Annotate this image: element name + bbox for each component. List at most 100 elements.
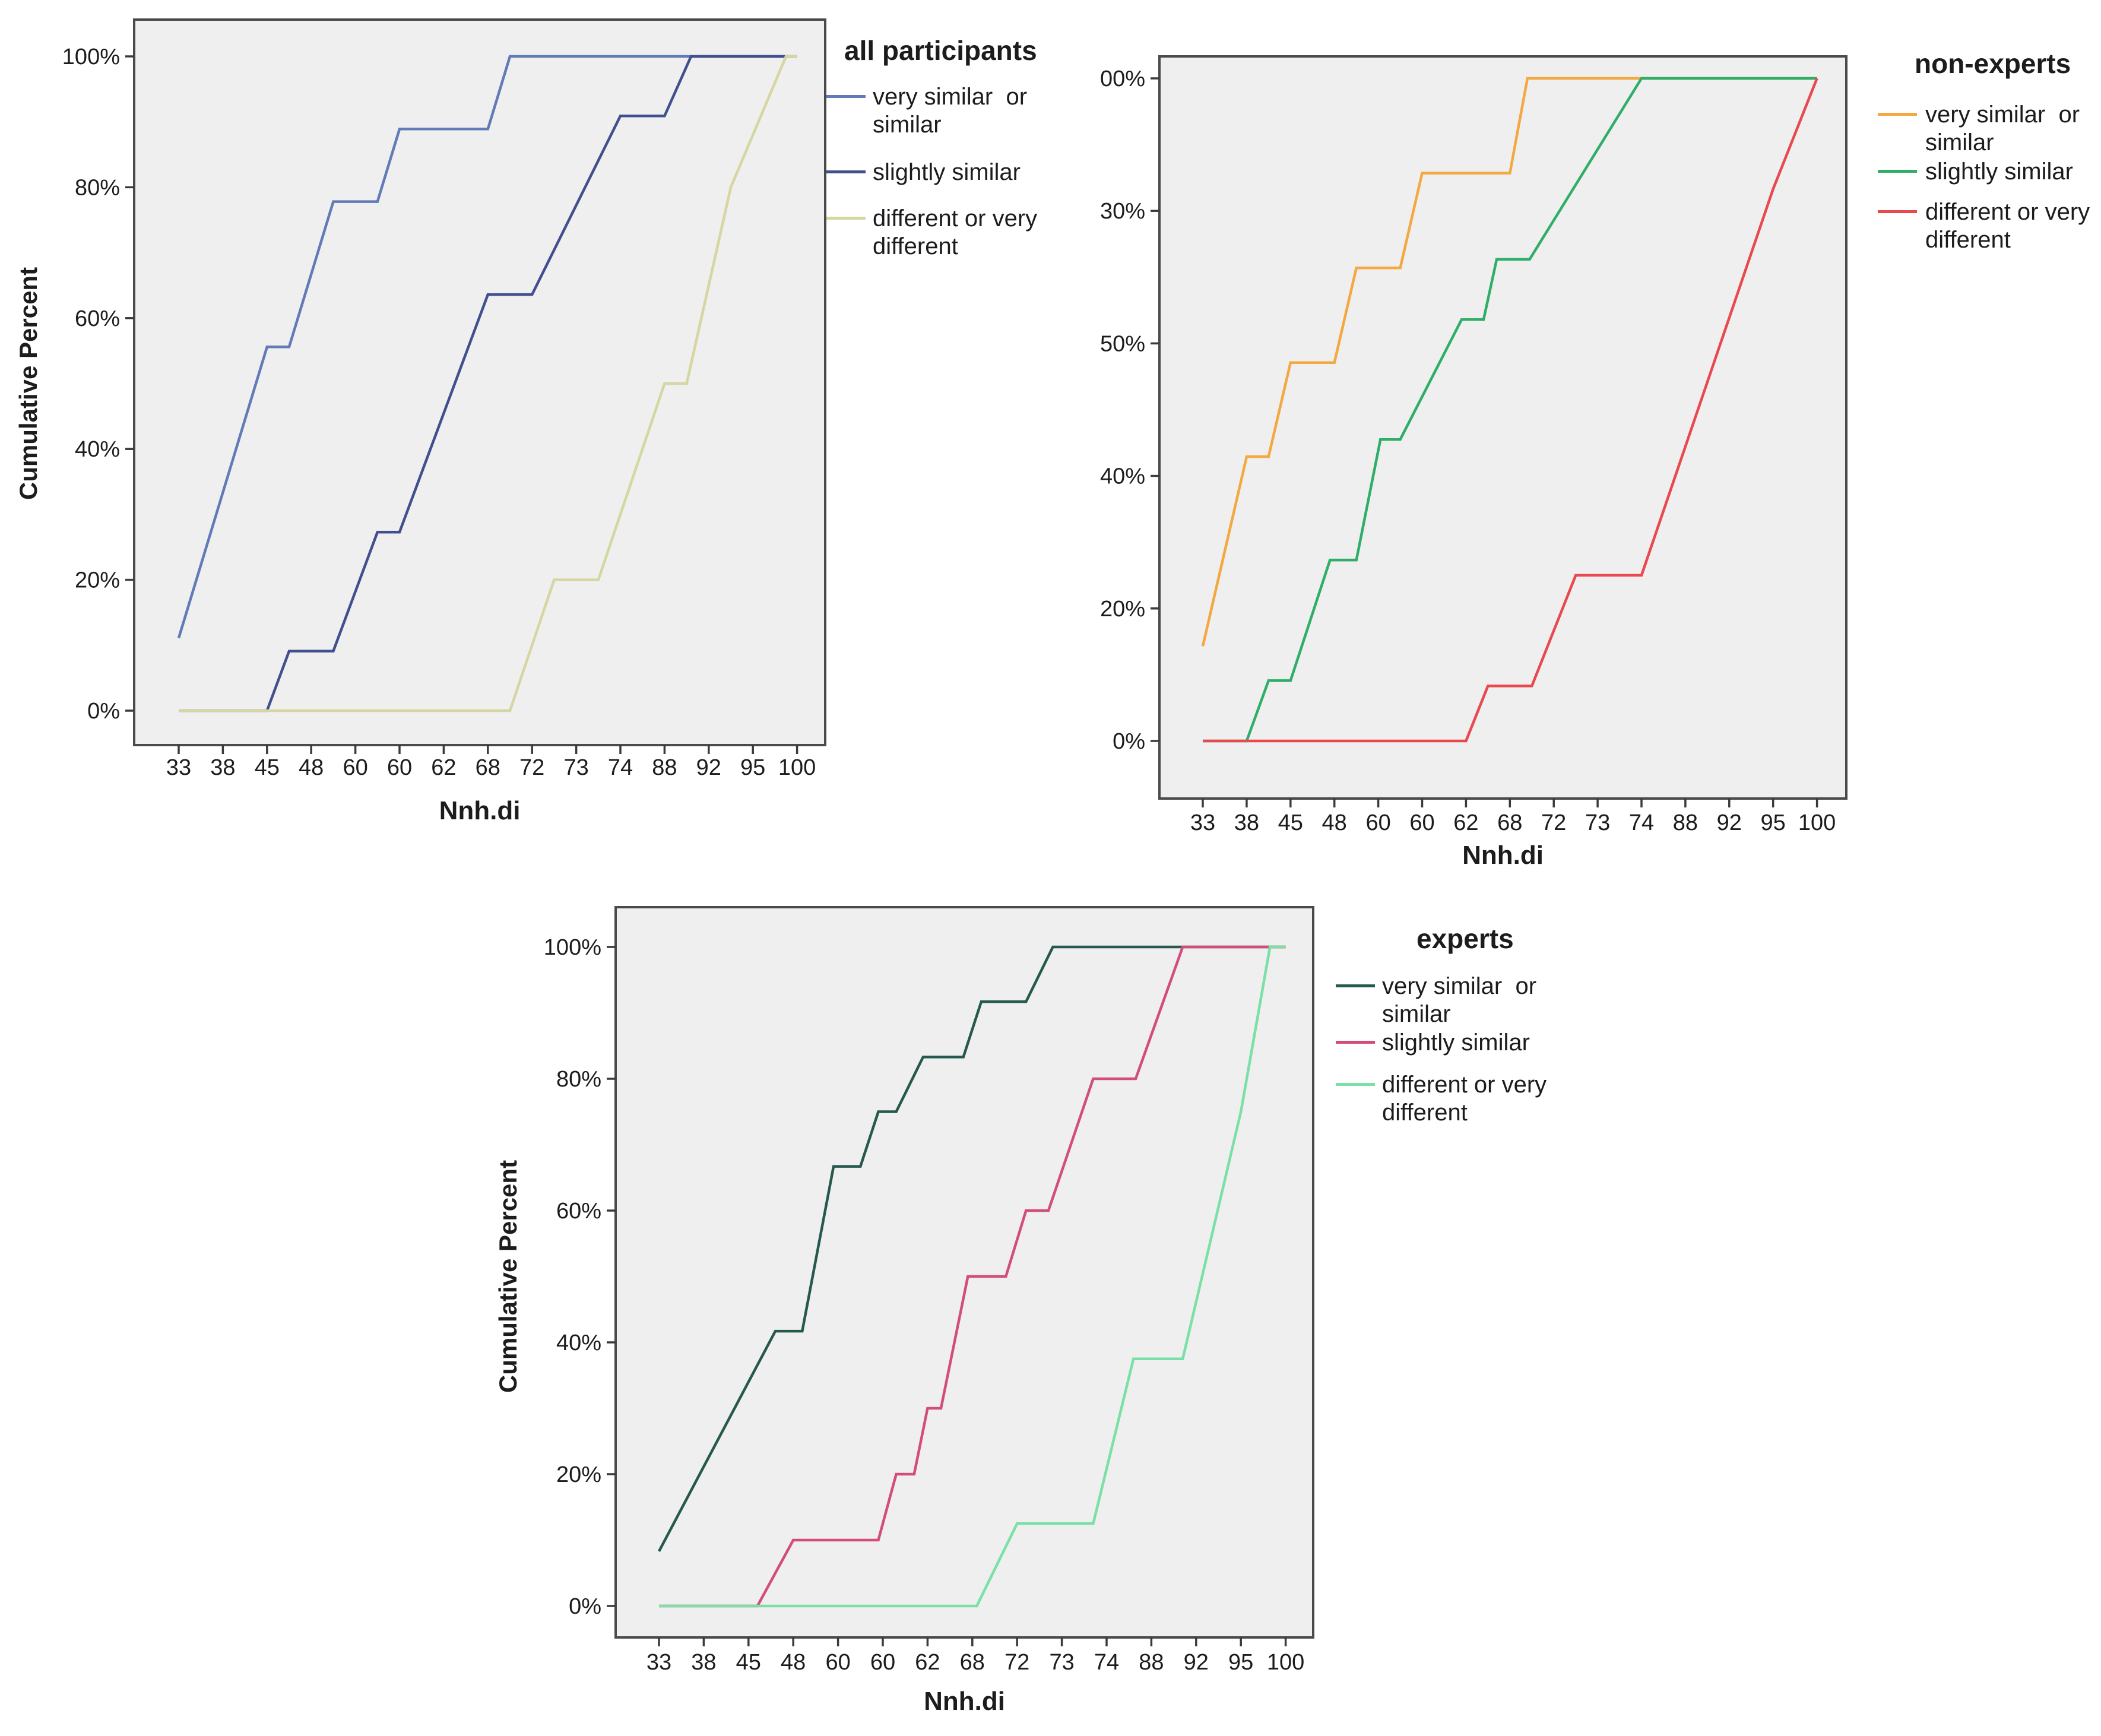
y-tick-label: 60% bbox=[75, 306, 120, 331]
x-tick-label: 33 bbox=[1190, 810, 1215, 835]
plot-area-experts bbox=[614, 906, 1314, 1639]
legend-title: non-experts bbox=[1915, 48, 2071, 79]
y-tick-label: 0% bbox=[87, 699, 120, 724]
legend-entry-label: very similar or similar bbox=[1925, 102, 2080, 156]
y-tick-label: 20% bbox=[75, 568, 120, 593]
y-tick-label: 80% bbox=[75, 175, 120, 200]
y-tick-label: 50% bbox=[1100, 331, 1145, 356]
legend-entry-label: slightly similar bbox=[1925, 159, 2073, 185]
legend-swatch-experts-1 bbox=[1336, 1041, 1375, 1044]
y-tick-label: 100% bbox=[544, 935, 601, 960]
y-tick-label: 60% bbox=[556, 1199, 601, 1224]
legend-title: experts bbox=[1416, 923, 1514, 954]
y-tick-label: 40% bbox=[556, 1330, 601, 1355]
series-line-experts-1 bbox=[659, 945, 1286, 1608]
x-tick-label: 45 bbox=[1278, 810, 1303, 835]
x-tick-label: 38 bbox=[691, 1650, 716, 1675]
y-tick-label: 20% bbox=[1100, 597, 1145, 622]
x-tick-label: 74 bbox=[1629, 810, 1654, 835]
x-tick-label: 88 bbox=[652, 755, 677, 780]
series-line-non-experts-1 bbox=[1203, 77, 1817, 743]
plot-area-all-participants bbox=[133, 18, 826, 746]
x-tick-label: 33 bbox=[166, 755, 191, 780]
series-line-all-participants-0 bbox=[177, 55, 797, 639]
series-line-experts-0 bbox=[658, 945, 1286, 1552]
y-tick-label: 20% bbox=[556, 1462, 601, 1487]
x-tick-label: 68 bbox=[1497, 810, 1522, 835]
x-tick-label: 92 bbox=[696, 755, 721, 780]
x-tick-label: 48 bbox=[299, 755, 324, 780]
series-line-all-participants-2 bbox=[179, 55, 797, 712]
x-tick-label: 73 bbox=[563, 755, 588, 780]
legend-entry-label: slightly similar bbox=[873, 159, 1021, 185]
x-tick-label: 38 bbox=[210, 755, 235, 780]
x-tick-label: 68 bbox=[960, 1650, 985, 1675]
x-tick-label: 95 bbox=[740, 755, 765, 780]
x-tick-label: 100 bbox=[1267, 1650, 1304, 1675]
legend-entry-label: different or very different bbox=[1925, 199, 2090, 253]
x-tick-label: 62 bbox=[1453, 810, 1478, 835]
x-tick-label: 60 bbox=[387, 755, 412, 780]
y-tick-label: 30% bbox=[1100, 199, 1145, 224]
y-axis-title: Cumulative Percent bbox=[14, 267, 42, 500]
x-tick-label: 48 bbox=[781, 1650, 806, 1675]
legend-swatch-all-participants-2 bbox=[826, 217, 866, 220]
legend-swatch-all-participants-1 bbox=[826, 170, 866, 173]
series-line-non-experts-0 bbox=[1201, 77, 1817, 647]
x-tick-label: 60 bbox=[870, 1650, 895, 1675]
x-tick-label: 60 bbox=[1365, 810, 1390, 835]
x-tick-label: 48 bbox=[1322, 810, 1347, 835]
legend-swatch-all-participants-0 bbox=[826, 95, 866, 98]
x-tick-label: 73 bbox=[1049, 1650, 1074, 1675]
x-tick-label: 88 bbox=[1673, 810, 1698, 835]
x-tick-label: 60 bbox=[825, 1650, 850, 1675]
x-tick-label: 60 bbox=[1409, 810, 1434, 835]
y-tick-label: 100% bbox=[62, 45, 120, 69]
x-tick-label: 38 bbox=[1234, 810, 1259, 835]
x-tick-label: 95 bbox=[1228, 1650, 1253, 1675]
x-tick-label: 88 bbox=[1139, 1650, 1164, 1675]
y-axis-title: Cumulative Percent bbox=[494, 1160, 522, 1393]
x-axis-title: Nnh.di bbox=[439, 796, 521, 825]
y-tick-label: 40% bbox=[75, 437, 120, 462]
x-tick-label: 62 bbox=[431, 755, 456, 780]
series-line-all-participants-1 bbox=[179, 55, 797, 712]
x-tick-label: 100 bbox=[778, 755, 816, 780]
y-tick-label: 0% bbox=[569, 1594, 601, 1619]
legend-entry-label: different or very different bbox=[873, 205, 1038, 259]
legend-entry-label: slightly similar bbox=[1382, 1029, 1530, 1056]
x-tick-label: 73 bbox=[1585, 810, 1610, 835]
plot-area-non-experts bbox=[1158, 55, 1848, 800]
y-tick-label: 0% bbox=[1113, 729, 1145, 754]
x-tick-label: 95 bbox=[1761, 810, 1786, 835]
legend-swatch-experts-0 bbox=[1336, 984, 1375, 987]
legend-swatch-non-experts-2 bbox=[1878, 210, 1917, 213]
x-tick-label: 60 bbox=[343, 755, 367, 780]
legend-swatch-experts-2 bbox=[1336, 1083, 1375, 1086]
x-axis-title: Nnh.di bbox=[924, 1687, 1005, 1716]
x-axis-title: Nnh.di bbox=[1462, 841, 1544, 870]
x-tick-label: 74 bbox=[1094, 1650, 1119, 1675]
y-tick-label: 80% bbox=[556, 1067, 601, 1092]
x-tick-label: 72 bbox=[519, 755, 544, 780]
x-tick-label: 92 bbox=[1184, 1650, 1209, 1675]
y-tick-label: 00% bbox=[1100, 66, 1145, 91]
legend-entry-label: very similar or similar bbox=[873, 84, 1028, 138]
legend-entry-label: very similar or similar bbox=[1382, 973, 1537, 1027]
x-tick-label: 62 bbox=[915, 1650, 940, 1675]
x-tick-label: 92 bbox=[1717, 810, 1742, 835]
x-tick-label: 68 bbox=[476, 755, 500, 780]
y-tick-label: 40% bbox=[1100, 464, 1145, 489]
x-tick-label: 45 bbox=[255, 755, 280, 780]
x-tick-label: 100 bbox=[1798, 810, 1836, 835]
series-line-non-experts-2 bbox=[1203, 78, 1818, 743]
x-tick-label: 45 bbox=[736, 1650, 761, 1675]
legend-title: all participants bbox=[844, 35, 1037, 66]
legend-swatch-non-experts-1 bbox=[1878, 170, 1917, 173]
series-line-experts-2 bbox=[659, 945, 1286, 1608]
x-tick-label: 72 bbox=[1004, 1650, 1029, 1675]
x-tick-label: 74 bbox=[608, 755, 633, 780]
x-tick-label: 33 bbox=[647, 1650, 671, 1675]
